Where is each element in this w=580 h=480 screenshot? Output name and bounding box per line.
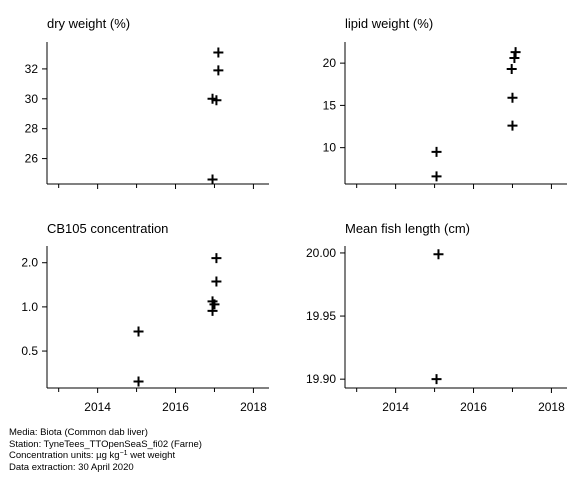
footer-units-suffix: wet weight <box>127 450 176 462</box>
panel-2-data-point <box>507 120 518 131</box>
panel-1-y-tick-label: 26 <box>25 152 39 166</box>
panel-4-x-tick-label: 2014 <box>382 400 409 414</box>
panel-1-y-tick-label: 30 <box>25 92 39 106</box>
footer-units: Concentration units: µg kg−1 wet weight <box>9 450 202 462</box>
panel-3-x-tick-label: 2014 <box>84 400 111 414</box>
footer-media: Media: Biota (Common dab liver) <box>9 427 148 438</box>
panel-4-data-point <box>431 374 442 385</box>
panel-2-title: lipid weight (%) <box>345 16 433 31</box>
panel-1-data-point <box>213 65 224 76</box>
panel-1-data-point <box>211 95 222 106</box>
panel-4-x-tick-label: 2016 <box>460 400 487 414</box>
panel-2-data-point <box>509 53 520 64</box>
panel-4-y-tick-label: 19.95 <box>306 309 336 323</box>
panel-4-y-tick-label: 20.00 <box>306 246 336 260</box>
footer-extraction: Data extraction: 30 April 2020 <box>9 461 134 473</box>
panel-3-x-tick-label: 2018 <box>240 400 267 414</box>
footer-units-exponent: −1 <box>119 450 128 458</box>
footer-units-prefix: Concentration units: µg kg <box>9 450 120 462</box>
panel-3-title: CB105 concentration <box>47 221 168 236</box>
chart-figure: dry weight (%) 26 28 30 32 lipid weight (%) 10… <box>21 16 567 414</box>
panel-3-y-tick-label: 2.0 <box>21 256 38 270</box>
panel-4-title: Mean fish length (cm) <box>345 221 470 236</box>
panel-2-data-point <box>510 47 521 58</box>
panel-3-y-tick-label: 0.5 <box>21 344 38 358</box>
panel-3-data-point <box>133 376 144 387</box>
panel-1-title: dry weight (%) <box>47 16 130 31</box>
panel-2-y-tick-label: 10 <box>323 141 337 155</box>
panel-2-data-point <box>506 64 517 75</box>
panel-2-data-point <box>431 146 442 157</box>
chart-footer: Media: Biota (Common dab liver) Station:… <box>9 427 202 473</box>
panel-1-y-tick-label: 28 <box>25 122 39 136</box>
panel-3-data-point <box>211 276 222 287</box>
panel-2-data-point <box>507 92 518 103</box>
panel-1-y-tick-label: 32 <box>25 62 39 76</box>
footer-station: Station: TyneTees_TTOpenSeaS_fi02 (Farne… <box>9 438 202 450</box>
panel-3-y-tick-label: 1.0 <box>21 300 38 314</box>
panel-3-data-point <box>133 326 144 337</box>
panel-3-data-point <box>209 299 220 310</box>
panel-2-y-tick-label: 20 <box>323 56 337 70</box>
panel-1-data-point <box>213 47 224 58</box>
panel-2-y-tick-label: 15 <box>323 98 337 112</box>
panel-3-data-point <box>211 253 222 264</box>
panel-1-data-point <box>207 174 218 185</box>
panel-4-data-point <box>433 249 444 260</box>
panel-4-x-tick-label: 2018 <box>538 400 565 414</box>
panel-3-data-point <box>207 305 218 316</box>
panel-4-y-tick-label: 19.90 <box>306 372 336 386</box>
panel-3-x-tick-label: 2016 <box>162 400 189 414</box>
panel-2-data-point <box>431 171 442 182</box>
